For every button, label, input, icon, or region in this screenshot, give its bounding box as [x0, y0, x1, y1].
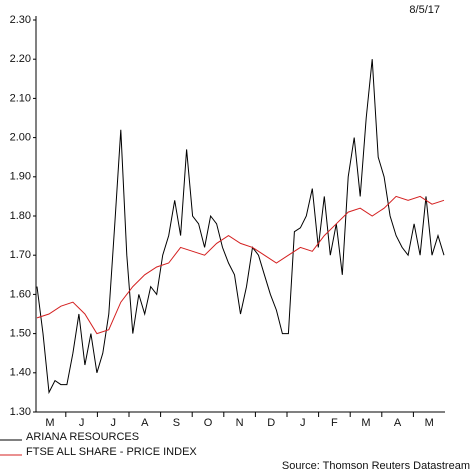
- x-tick-label: D: [267, 417, 275, 429]
- x-tick-label: A: [141, 417, 149, 429]
- y-tick-label: 1.40: [10, 367, 31, 379]
- y-tick-label: 2.20: [10, 53, 31, 65]
- x-tick-label: S: [173, 417, 180, 429]
- x-tick-label: O: [204, 417, 213, 429]
- y-tick-label: 2.00: [10, 132, 31, 144]
- y-tick-label: 1.90: [10, 171, 31, 183]
- source: Source: Thomson Reuters Datastream: [282, 460, 470, 472]
- series-line: [36, 59, 445, 395]
- y-tick-label: 2.10: [10, 92, 31, 104]
- x-tick-label: M: [361, 417, 370, 429]
- x-tick-label: J: [300, 417, 306, 429]
- chart-date: 8/5/17: [409, 4, 440, 16]
- y-tick-label: 1.80: [10, 210, 31, 222]
- y-tick-label: 1.30: [10, 406, 31, 418]
- y-tick-label: 1.60: [10, 288, 31, 300]
- y-tick-label: 1.50: [10, 328, 31, 340]
- legend-label: FTSE ALL SHARE - PRICE INDEX: [26, 446, 197, 458]
- x-tick-label: N: [236, 417, 244, 429]
- x-tick-label: A: [394, 417, 402, 429]
- y-tick-label: 1.70: [10, 249, 31, 261]
- x-tick-label: J: [110, 417, 116, 429]
- x-tick-label: F: [331, 417, 338, 429]
- x-tick-label: M: [425, 417, 434, 429]
- y-tick-label: 2.30: [10, 14, 31, 26]
- legend-label: ARIANA RESOURCES: [26, 431, 139, 443]
- x-tick-label: J: [79, 417, 85, 429]
- x-tick-label: M: [45, 417, 54, 429]
- series-line: [36, 195, 445, 335]
